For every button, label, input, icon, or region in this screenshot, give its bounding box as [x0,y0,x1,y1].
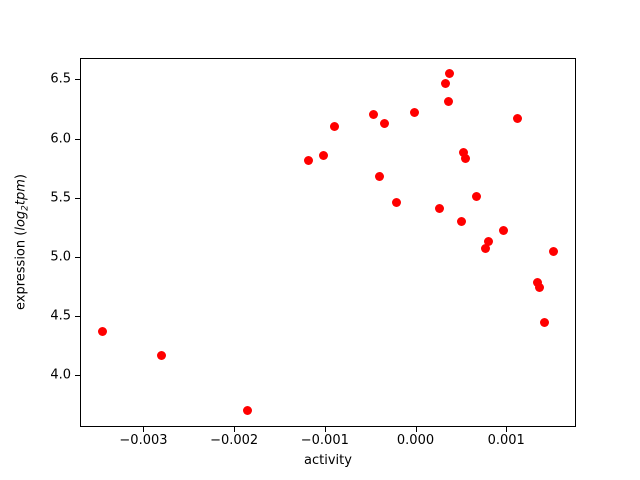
y-tick-mark [75,256,80,258]
y-tick-label: 4.5 [50,308,71,324]
y-label-prefix: expression ( [13,230,29,310]
scatter-point [498,226,508,236]
scatter-point [513,113,523,123]
scatter-point [440,78,450,88]
scatter-point [480,243,490,253]
scatter-point [471,191,481,201]
y-tick-label: 5.5 [50,190,71,206]
scatter-point [459,148,469,158]
scatter-point [460,154,470,164]
scatter-point [369,110,379,120]
x-tick-mark [415,427,417,432]
y-label-log: log [13,210,29,231]
scatter-point [304,156,313,166]
x-tick-mark [143,427,145,432]
y-tick-label: 5.0 [50,249,71,265]
scatter-point [532,278,542,288]
scatter-point [391,197,401,207]
y-label-subscript: 2 [20,205,31,211]
x-tick-label: −0.003 [119,433,168,448]
x-tick-mark [506,427,508,432]
y-tick-label: 4.0 [50,367,71,383]
scatter-point [410,108,420,118]
x-tick-label: −0.001 [300,433,349,448]
scatter-point [548,247,558,257]
x-axis-label: activity [304,453,352,468]
plot-area [80,58,576,427]
scatter-point [243,405,253,415]
scatter-point [457,216,467,226]
scatter-point [443,97,453,107]
scatter-point [98,326,108,336]
scatter-point [444,69,454,79]
x-tick-label: 0.001 [487,433,525,448]
y-label-suffix: ) [13,174,29,180]
x-tick-mark [234,427,236,432]
scatter-point [318,150,328,160]
x-tick-label: −0.002 [210,433,259,448]
scatter-point [330,122,340,132]
scatter-point [535,282,545,292]
scatter-point [157,351,167,361]
y-tick-mark [75,79,80,81]
scatter-point [374,171,384,181]
x-tick-label: 0.000 [396,433,435,448]
x-tick-mark [324,427,326,432]
scatter-point [483,236,493,246]
y-tick-mark [75,315,80,317]
scatter-point [539,318,549,328]
y-tick-label: 6.0 [50,131,71,147]
y-tick-mark [75,138,80,140]
y-tick-label: 6.5 [50,71,71,87]
scatter-point [434,203,444,213]
y-tick-mark [75,374,80,376]
y-tick-mark [75,197,80,199]
scatter-point [380,118,390,128]
